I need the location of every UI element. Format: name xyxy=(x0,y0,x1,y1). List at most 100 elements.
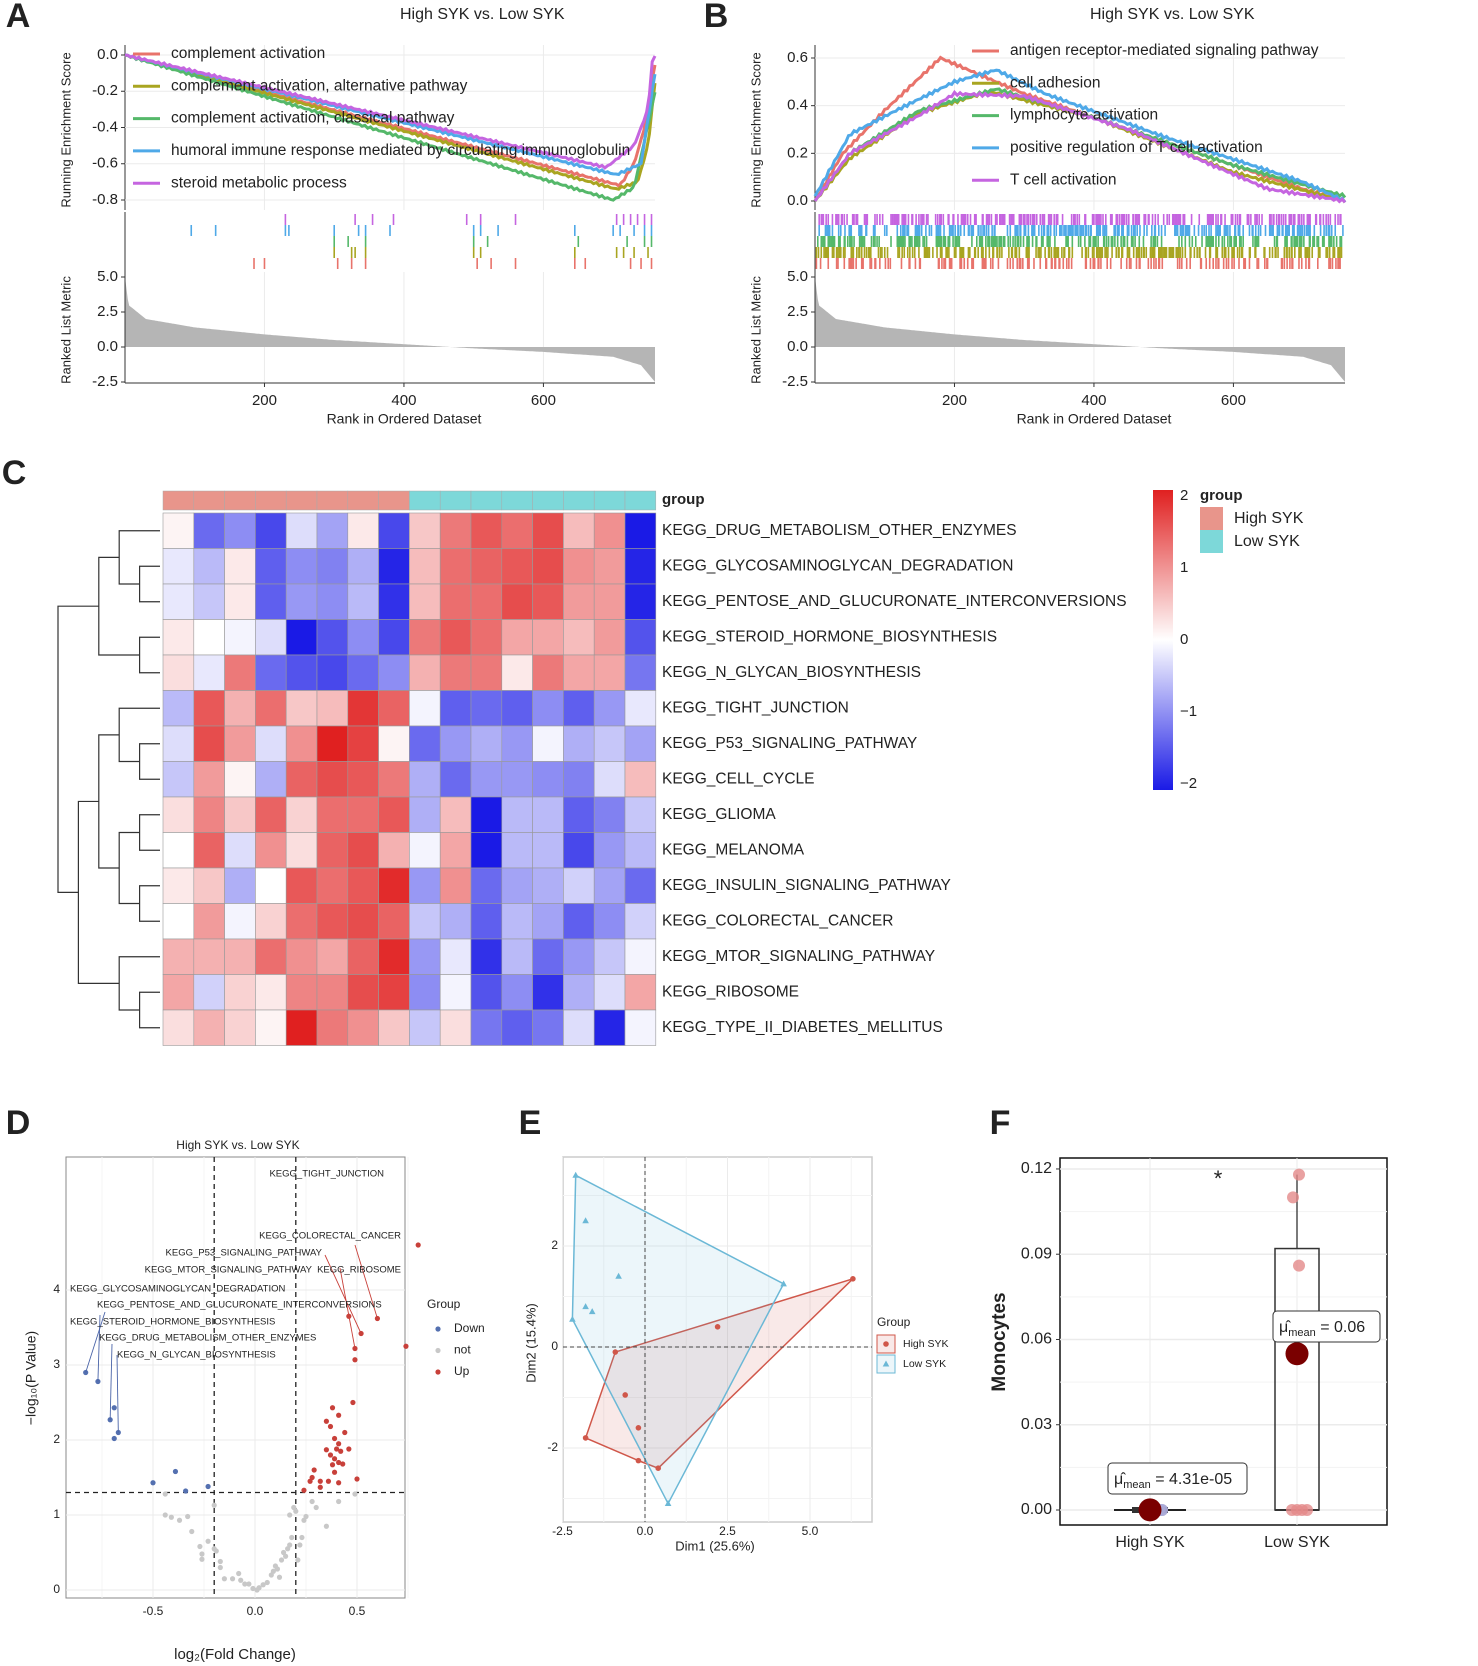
heatmap-cell xyxy=(593,548,626,585)
heatmap-cell xyxy=(255,1009,287,1046)
point-not xyxy=(176,1517,183,1523)
point-down xyxy=(111,1435,117,1442)
heatmap-cell xyxy=(285,867,318,904)
mean-value: = 4.31e-05 xyxy=(1151,1471,1233,1488)
heatmap-cell xyxy=(224,974,256,1011)
heatmap-cell xyxy=(409,512,441,549)
heatmap-row-label: KEGG_MELANOMA xyxy=(662,841,805,858)
heatmap-cell xyxy=(316,1009,349,1046)
point-not xyxy=(270,1568,276,1574)
colorbar-tick-label: −1 xyxy=(1180,703,1197,720)
heatmap-cell xyxy=(501,867,533,904)
heatmap-cell xyxy=(563,583,595,620)
heatmap-cell xyxy=(316,796,349,833)
label-leader-line xyxy=(116,1354,119,1433)
point-down xyxy=(205,1483,211,1490)
heatmap-row-label: KEGG_GLIOMA xyxy=(662,806,776,823)
point-not xyxy=(264,1579,270,1586)
es-y-tick-label: -0.4 xyxy=(92,118,118,135)
point-not xyxy=(297,1542,303,1548)
data-point xyxy=(1293,1259,1305,1272)
x-tick-label: 400 xyxy=(391,392,416,409)
heatmap-cell xyxy=(409,619,441,656)
heatmap-cell xyxy=(563,512,595,549)
heatmap-row-label: KEGG_TIGHT_JUNCTION xyxy=(662,699,849,716)
dendrogram-branch xyxy=(139,743,160,780)
point-not xyxy=(295,1557,301,1563)
heatmap-cell xyxy=(563,761,595,798)
label-leader-line xyxy=(85,1311,106,1373)
heatmap-cell xyxy=(255,796,287,833)
heatmap-cell xyxy=(193,654,225,691)
heatmap-cell xyxy=(624,938,657,975)
y-tick-label: 0.03 xyxy=(1021,1416,1052,1433)
point-not xyxy=(303,1513,309,1520)
heatmap-cell xyxy=(347,619,379,656)
heatmap-cell xyxy=(224,619,256,656)
group-legend-label: High SYK xyxy=(1234,510,1304,527)
legend-label: High SYK xyxy=(903,1338,949,1350)
heatmap-cell xyxy=(378,938,410,975)
heatmap-cell xyxy=(347,583,379,620)
point-annotation: KEGG_N_GLYCAN_BIOSYNTHESIS xyxy=(117,1350,276,1361)
heatmap-row-label: KEGG_COLORECTAL_CANCER xyxy=(662,912,893,929)
legend-key xyxy=(435,1347,441,1354)
heatmap-cell xyxy=(285,690,318,727)
heatmap-cell xyxy=(470,938,503,975)
group-annotation-cell xyxy=(532,490,564,511)
heatmap-cell xyxy=(470,761,503,798)
point-not xyxy=(168,1514,174,1520)
heatmap-cell xyxy=(593,725,626,762)
group-annotation-cell xyxy=(193,490,225,511)
heatmap-cell xyxy=(409,903,441,940)
mean-label-box xyxy=(1272,1310,1381,1343)
group-annotation-cell xyxy=(470,490,503,511)
heatmap-cell xyxy=(193,512,225,549)
heatmap-cell xyxy=(439,548,472,585)
heatmap-cell xyxy=(624,832,657,869)
point-not xyxy=(287,1542,293,1548)
heatmap-cell xyxy=(316,725,349,762)
point-annotation: KEGG_STEROID_HORMONE_BIOSYNTHESIS xyxy=(70,1317,275,1328)
legend-key xyxy=(435,1326,441,1332)
heatmap-row-label: KEGG_MTOR_SIGNALING_PATHWAY xyxy=(662,948,935,965)
heatmap-cell xyxy=(224,583,256,620)
label-leader-line xyxy=(324,1254,362,1334)
heatmap-cell xyxy=(162,903,195,940)
heatmap-row-label: KEGG_RIBOSOME xyxy=(662,983,799,1000)
heatmap-cell xyxy=(532,512,564,549)
panel-letter-B: B xyxy=(704,0,729,35)
mean-value: = 0.06 xyxy=(1316,1319,1365,1336)
mean-label-box xyxy=(1107,1462,1248,1495)
heatmap-cell xyxy=(347,796,379,833)
legend-title: Group xyxy=(877,1315,911,1329)
point-not xyxy=(217,1564,223,1571)
heatmap-cell xyxy=(347,654,379,691)
point-not xyxy=(229,1576,236,1582)
heatmap-cell xyxy=(532,619,564,656)
heatmap-cell xyxy=(224,512,256,549)
y-tick-label: -2 xyxy=(547,1440,558,1454)
point-up xyxy=(415,1242,421,1248)
point-down xyxy=(183,1488,189,1494)
heatmap-cell xyxy=(563,832,595,869)
point-not xyxy=(185,1513,191,1520)
es-y-tick-label: 0.0 xyxy=(787,192,808,209)
x-tick-label: 0.5 xyxy=(349,1604,366,1618)
heatmap-cell xyxy=(162,725,195,762)
point-not xyxy=(242,1581,248,1587)
heatmap-cell xyxy=(470,903,503,940)
heatmap-cell xyxy=(255,548,287,585)
point-not xyxy=(323,1523,329,1529)
heatmap-cell xyxy=(501,903,533,940)
heatmap-cell xyxy=(593,974,626,1011)
point-low-syk xyxy=(588,1308,596,1315)
heatmap-cell xyxy=(378,512,410,549)
heatmap-cell xyxy=(563,619,595,656)
heatmap-cell xyxy=(224,832,256,869)
heatmap-cell xyxy=(593,619,626,656)
heatmap-cell xyxy=(347,690,379,727)
heatmap-cell xyxy=(255,512,287,549)
point-up xyxy=(403,1343,409,1349)
legend-title: Group xyxy=(427,1297,461,1311)
